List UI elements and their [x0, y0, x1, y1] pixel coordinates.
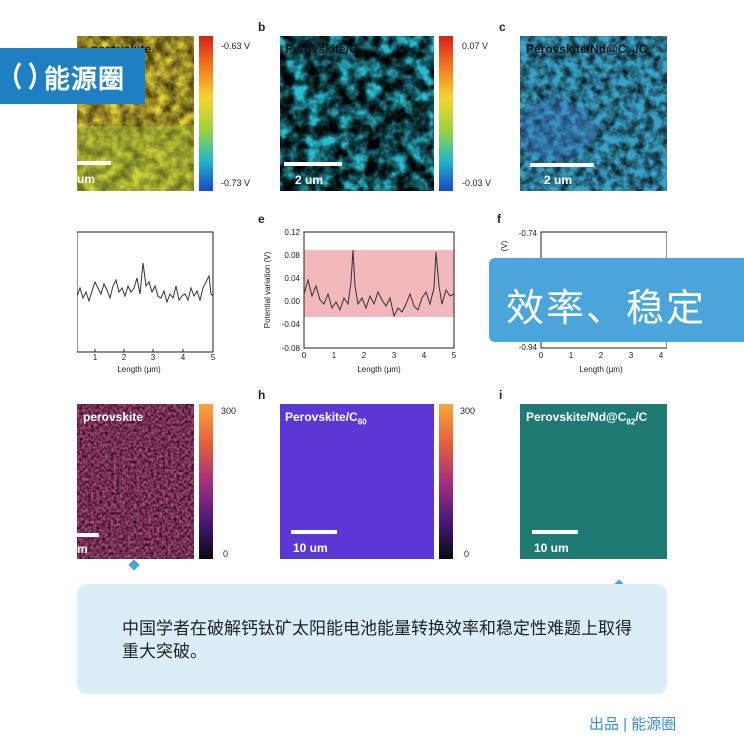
map-i-title-tail: /C [635, 410, 648, 424]
scale-bar [532, 530, 578, 534]
map-h-title: Perovskite/C60 [285, 410, 367, 426]
colorbar-h-top: 300 [460, 406, 476, 416]
e-xtick-1: 1 [332, 351, 337, 360]
logo-badge: 能源圈 [0, 48, 145, 104]
d-xtick-2: 2 [122, 353, 127, 362]
f-xtick-0: 0 [539, 351, 544, 360]
highlight-tag-text: 效率、稳定 [506, 288, 707, 330]
e-ytick-0: 0.12 [284, 228, 300, 237]
f-xlabel: Length (μm) [579, 365, 623, 374]
scale-bar [291, 530, 337, 534]
colorbar-g-top: 300 [221, 406, 237, 416]
map-b-title-sub: 60 [357, 49, 367, 59]
map-c-title: Perovskite/Nd@C82/C [526, 42, 647, 58]
map-c-title-tail: /C [635, 42, 648, 56]
f-ylabel: (V) [500, 240, 509, 251]
credit-line: 出品 | 能源圈 [589, 716, 677, 733]
profile-d-xticks [94, 349, 214, 352]
scale-bar [77, 533, 99, 537]
panel-letter-b: b [258, 20, 266, 34]
panel-letter-c: c [499, 20, 506, 34]
e-xtick-2: 2 [362, 351, 367, 360]
panel-letter-i: i [499, 388, 503, 402]
kpfm-map-b: Perovskite/C60 2 um [280, 36, 434, 191]
pl-map-i: Perovskite/Nd@C82/C 10 um [520, 404, 667, 559]
scale-bar [77, 161, 111, 165]
map-i-title-sub: 82 [626, 417, 636, 427]
kpfm-map-b-texture [280, 36, 434, 191]
e-ytick-2: 0.04 [284, 274, 300, 283]
e-xtick-4: 4 [422, 351, 427, 360]
colorbar-h [439, 404, 453, 559]
f-xtick-4: 4 [659, 351, 664, 360]
panel-letter-h: h [258, 388, 266, 402]
colorbar-a [199, 36, 213, 191]
scale-label-c: 2 um [544, 173, 573, 187]
e-ytick-5: -0.08 [282, 344, 301, 353]
e-ytick-1: 0.08 [284, 251, 300, 260]
f-ytick-bottom: -0.94 [519, 343, 538, 352]
scale-label-a: um [77, 172, 95, 186]
scale-label-g: m [77, 542, 88, 556]
d-xtick-3: 3 [151, 353, 156, 362]
pl-map-g-texture [77, 404, 194, 559]
highlight-tag: 效率、稳定 [489, 258, 744, 342]
f-xtick-1: 1 [569, 351, 574, 360]
map-h-title-sub: 60 [357, 417, 367, 427]
e-ylabel: Potential variation (V) [263, 251, 272, 328]
f-ytick-top: -0.74 [519, 229, 538, 238]
map-c-title-main: Perovskite/Nd@C [526, 42, 627, 56]
kpfm-map-c-texture [520, 36, 667, 191]
e-xtick-0: 0 [302, 351, 307, 360]
scale-bar [530, 163, 594, 167]
potential-band [304, 250, 454, 317]
e-ytick-3: 0.00 [284, 297, 300, 306]
f-xtick-2: 2 [599, 351, 604, 360]
map-i-title-main: Perovskite/Nd@C [526, 410, 627, 424]
map-g-title: perovskite [83, 410, 144, 424]
caption-card: 中国学者在破解钙钛矿太阳能电池能量转换效率和稳定性难题上取得重大突破。 [77, 584, 667, 694]
e-xtick-5: 5 [452, 351, 457, 360]
pl-map-h: Perovskite/C60 10 um [280, 404, 434, 559]
map-i-title: Perovskite/Nd@C82/C [526, 410, 647, 426]
scale-label-h: 10 um [293, 541, 328, 555]
colorbar-b-bottom: -0.03 V [462, 178, 492, 188]
map-h-title-main: Perovskite/C [285, 410, 358, 424]
colorbar-b [439, 36, 453, 191]
e-xtick-3: 3 [392, 351, 397, 360]
map-b-title-main: Perovskite/C [285, 42, 358, 56]
map-c-title-sub: 82 [626, 49, 636, 59]
f-xtick-3: 3 [629, 351, 634, 360]
parentheses-logo-icon [14, 62, 36, 90]
pl-map-g: perovskite m [77, 404, 194, 559]
scale-bar [284, 162, 342, 166]
caption-text: 中国学者在破解钙钛矿太阳能电池能量转换效率和稳定性难题上取得重大突破。 [122, 619, 632, 661]
scale-label-i: 10 um [534, 541, 569, 555]
d-xtick-5: 5 [211, 353, 216, 362]
logo-text: 能源圈 [44, 64, 126, 94]
profile-line-d [77, 262, 214, 304]
d-xlabel: Length (μm) [117, 365, 161, 374]
colorbar-g-bottom: 0 [223, 549, 229, 559]
kpfm-map-c: Perovskite/Nd@C82/C 2 um [520, 36, 667, 191]
colorbar-h-bottom: 0 [464, 549, 470, 559]
profile-plot-d: 1 2 3 4 5 Length (μm) [77, 231, 216, 374]
colorbar-g [199, 404, 213, 559]
colorbar-b-top: 0.07 V [462, 41, 489, 51]
scale-label-b: 2 um [295, 173, 324, 187]
panel-letter-f: f [497, 212, 501, 226]
colorbar-a-bottom: -0.73 V [221, 178, 251, 188]
d-xtick-4: 4 [181, 353, 186, 362]
profile-plot-e: 0.12 0.08 0.04 0.00 -0.04 -0.08 0 1 2 3 … [263, 228, 457, 374]
profile-line-e [303, 249, 455, 318]
diamond-decoration [128, 559, 140, 571]
map-b-title: Perovskite/C60 [285, 42, 367, 58]
e-xlabel: Length (μm) [357, 365, 401, 374]
d-xtick-1: 1 [93, 353, 98, 362]
panel-letter-e: e [258, 212, 265, 226]
e-ytick-4: -0.04 [282, 320, 301, 329]
colorbar-a-top: -0.63 V [221, 41, 251, 51]
